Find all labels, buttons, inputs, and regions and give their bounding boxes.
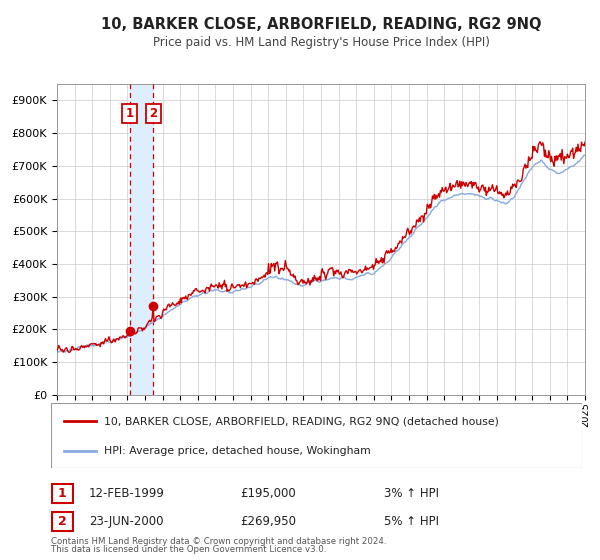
Text: 3% ↑ HPI: 3% ↑ HPI (384, 487, 439, 501)
Text: 12-FEB-1999: 12-FEB-1999 (89, 487, 164, 501)
Text: 23-JUN-2000: 23-JUN-2000 (89, 515, 163, 529)
Text: Price paid vs. HM Land Registry's House Price Index (HPI): Price paid vs. HM Land Registry's House … (152, 36, 490, 49)
Text: 10, BARKER CLOSE, ARBORFIELD, READING, RG2 9NQ: 10, BARKER CLOSE, ARBORFIELD, READING, R… (101, 17, 541, 32)
Text: 2: 2 (149, 107, 157, 120)
Bar (130, 84, 153, 395)
Text: £269,950: £269,950 (240, 515, 296, 529)
Text: 5% ↑ HPI: 5% ↑ HPI (384, 515, 439, 529)
Text: 10, BARKER CLOSE, ARBORFIELD, READING, RG2 9NQ (detached house): 10, BARKER CLOSE, ARBORFIELD, READING, R… (104, 416, 499, 426)
Text: HPI: Average price, detached house, Wokingham: HPI: Average price, detached house, Woki… (104, 446, 371, 456)
Text: This data is licensed under the Open Government Licence v3.0.: This data is licensed under the Open Gov… (51, 545, 326, 554)
Text: £195,000: £195,000 (240, 487, 296, 501)
Text: 1: 1 (125, 107, 134, 120)
Text: Contains HM Land Registry data © Crown copyright and database right 2024.: Contains HM Land Registry data © Crown c… (51, 537, 386, 546)
Text: 1: 1 (58, 487, 67, 501)
Text: 2: 2 (58, 515, 67, 529)
